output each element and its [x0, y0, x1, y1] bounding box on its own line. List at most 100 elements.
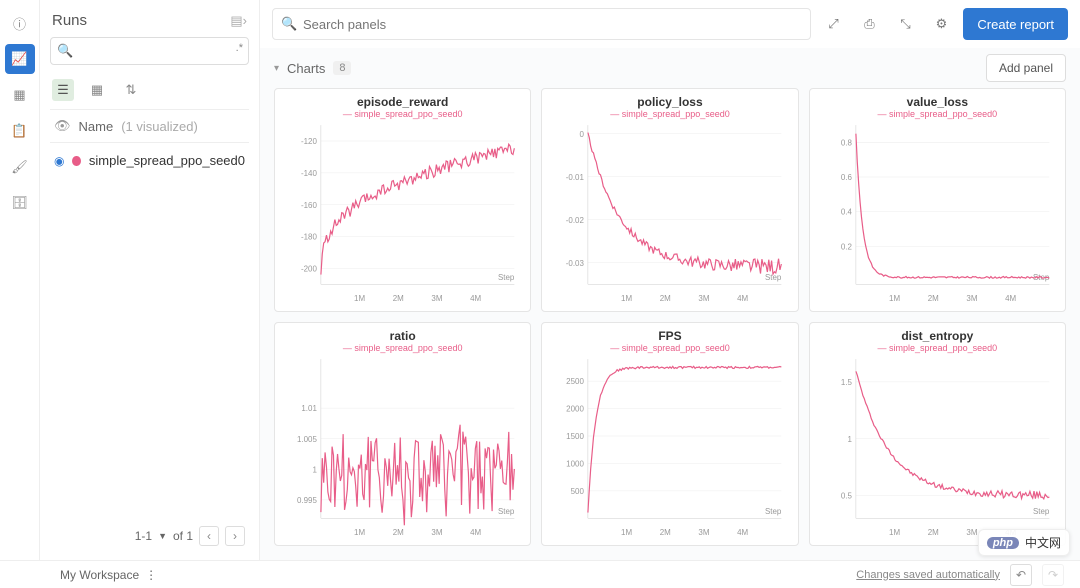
svg-text:2M: 2M	[927, 294, 938, 303]
svg-text:2500: 2500	[567, 377, 585, 386]
svg-text:2000: 2000	[567, 404, 585, 413]
info-icon[interactable]: ⓘ	[5, 8, 35, 38]
group-icon[interactable]: ▦	[86, 79, 108, 101]
name-header: 👁 Name (1 visualized)	[50, 109, 249, 143]
svg-text:Step: Step	[498, 507, 515, 516]
svg-text:1.01: 1.01	[301, 404, 317, 413]
workspace-label[interactable]: My Workspace	[60, 568, 139, 582]
svg-text:Step: Step	[498, 273, 515, 282]
create-report-button[interactable]: Create report	[963, 8, 1068, 40]
workspace-menu-icon[interactable]: ⋮	[145, 568, 157, 582]
svg-text:1M: 1M	[889, 528, 900, 537]
table-icon[interactable]: ▦	[5, 80, 35, 110]
chevron-down-icon[interactable]: ▾	[274, 63, 279, 74]
brush-icon[interactable]: 🖌	[5, 152, 35, 182]
search-icon: 🔍	[281, 16, 297, 32]
filter-icon[interactable]: ☰	[52, 79, 74, 101]
sort-icon[interactable]: ⇅	[120, 79, 142, 101]
run-name: simple_spread_ppo_seed0	[89, 153, 245, 168]
redo-button[interactable]: ↷	[1042, 564, 1064, 586]
chart-legend: simple_spread_ppo_seed0	[283, 343, 522, 353]
settings-icon[interactable]: ⚙	[927, 10, 955, 38]
add-panel-button[interactable]: Add panel	[986, 54, 1066, 82]
svg-text:0: 0	[580, 130, 585, 139]
chart-title: dist_entropy	[818, 329, 1057, 343]
section-count: 8	[333, 61, 351, 75]
prev-page[interactable]: ‹	[199, 526, 219, 546]
svg-text:-0.02: -0.02	[566, 216, 585, 225]
svg-text:2M: 2M	[927, 528, 938, 537]
svg-text:3M: 3M	[966, 528, 977, 537]
svg-text:Step: Step	[1033, 507, 1050, 516]
chart-panel[interactable]: ratio simple_spread_ppo_seed0 1.01 1.005 1…	[274, 322, 531, 546]
svg-text:1M: 1M	[354, 528, 365, 537]
svg-text:-160: -160	[301, 201, 317, 210]
chart-panel[interactable]: policy_loss simple_spread_ppo_seed0 0 -0.…	[541, 88, 798, 312]
axis-icon[interactable]: ⤢	[819, 10, 847, 38]
svg-text:4M: 4M	[1005, 294, 1016, 303]
svg-text:0.995: 0.995	[297, 496, 317, 505]
chart-grid: episode_reward simple_spread_ppo_seed0 -…	[260, 88, 1080, 560]
svg-text:2M: 2M	[660, 528, 671, 537]
chart-legend: simple_spread_ppo_seed0	[550, 109, 789, 119]
visibility-icon[interactable]: ◉	[54, 154, 64, 168]
export-icon[interactable]: ⎙	[855, 10, 883, 38]
svg-text:-0.01: -0.01	[566, 173, 585, 182]
svg-text:4M: 4M	[737, 294, 748, 303]
save-status: Changes saved automatically	[856, 569, 1000, 581]
chart-legend: simple_spread_ppo_seed0	[818, 343, 1057, 353]
expand-icon[interactable]: ⤡	[891, 10, 919, 38]
run-row[interactable]: ◉ simple_spread_ppo_seed0	[50, 143, 249, 178]
svg-text:3M: 3M	[431, 294, 442, 303]
svg-text:1M: 1M	[354, 294, 365, 303]
chart-panel[interactable]: episode_reward simple_spread_ppo_seed0 -…	[274, 88, 531, 312]
chart-title: ratio	[283, 329, 522, 343]
svg-text:0.4: 0.4	[840, 208, 852, 217]
svg-text:3M: 3M	[699, 294, 710, 303]
section-title: Charts	[287, 61, 325, 76]
columns-icon[interactable]: ▤›	[230, 13, 247, 29]
svg-text:-140: -140	[301, 169, 317, 178]
svg-text:1.5: 1.5	[840, 378, 852, 387]
chart-panel[interactable]: FPS simple_spread_ppo_seed0 250020001500…	[541, 322, 798, 546]
undo-button[interactable]: ↶	[1010, 564, 1032, 586]
topbar: 🔍 ⤢ ⎙ ⤡ ⚙ Create report	[260, 0, 1080, 48]
run-color-dot	[72, 156, 80, 166]
svg-text:0.6: 0.6	[840, 173, 852, 182]
svg-text:0.5: 0.5	[840, 492, 852, 501]
panel-search-input[interactable]	[272, 8, 811, 40]
eye-icon[interactable]: 👁	[54, 118, 71, 134]
next-page[interactable]: ›	[225, 526, 245, 546]
svg-text:-180: -180	[301, 233, 317, 242]
svg-text:500: 500	[571, 487, 585, 496]
runs-search: 🔍 .*	[50, 37, 249, 65]
svg-text:1: 1	[847, 435, 852, 444]
chart-panel[interactable]: dist_entropy simple_spread_ppo_seed0 1.5…	[809, 322, 1066, 546]
svg-text:0.2: 0.2	[840, 242, 852, 251]
regex-toggle[interactable]: .*	[236, 42, 243, 54]
database-icon[interactable]: 🗄	[5, 188, 35, 218]
svg-text:4M: 4M	[470, 294, 481, 303]
charts-icon[interactable]: 📈	[5, 44, 35, 74]
chart-legend: simple_spread_ppo_seed0	[818, 109, 1057, 119]
svg-text:1.005: 1.005	[297, 435, 317, 444]
chart-title: value_loss	[818, 95, 1057, 109]
watermark: php 中文网	[978, 529, 1070, 556]
sidebar-title: Runs	[52, 12, 87, 29]
svg-text:4M: 4M	[737, 528, 748, 537]
svg-text:1: 1	[312, 465, 317, 474]
svg-text:1000: 1000	[567, 459, 585, 468]
svg-text:3M: 3M	[966, 294, 977, 303]
chart-panel[interactable]: value_loss simple_spread_ppo_seed0 0.80.…	[809, 88, 1066, 312]
chart-legend: simple_spread_ppo_seed0	[550, 343, 789, 353]
chart-legend: simple_spread_ppo_seed0	[283, 109, 522, 119]
svg-text:1M: 1M	[889, 294, 900, 303]
svg-text:2M: 2M	[393, 294, 404, 303]
runs-search-input[interactable]	[50, 37, 249, 65]
svg-text:1500: 1500	[567, 432, 585, 441]
chart-title: policy_loss	[550, 95, 789, 109]
clipboard-icon[interactable]: 📋	[5, 116, 35, 146]
svg-text:2M: 2M	[393, 528, 404, 537]
svg-text:1M: 1M	[621, 294, 632, 303]
svg-text:-200: -200	[301, 264, 317, 273]
